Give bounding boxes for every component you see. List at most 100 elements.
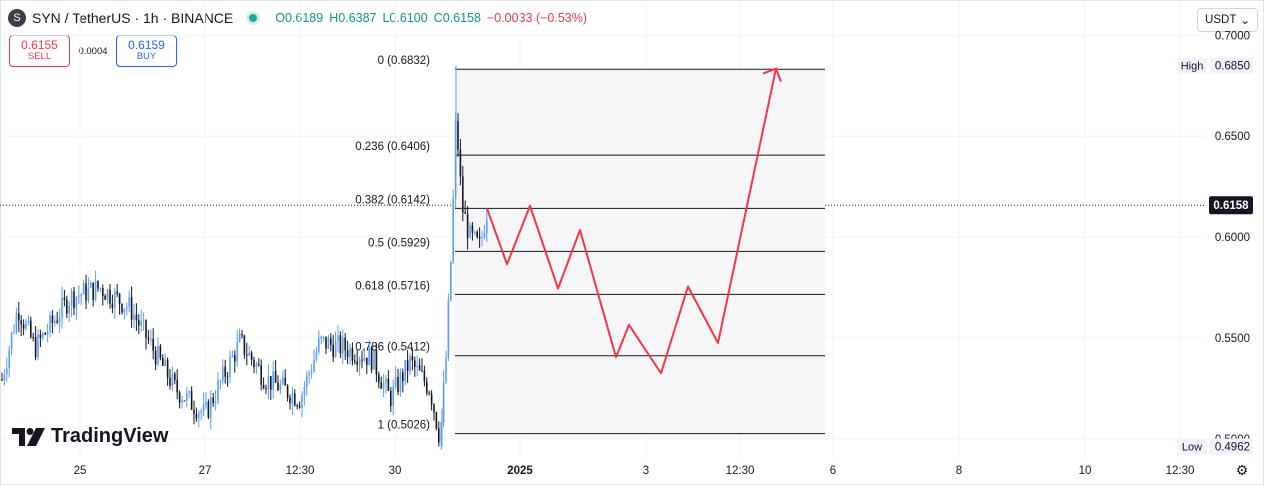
candle-body (370, 348, 373, 370)
candle-body (406, 359, 409, 372)
candle-body (224, 366, 226, 377)
candle-body (147, 337, 150, 340)
candle-body (226, 376, 229, 378)
candle-body (70, 291, 73, 306)
candle-body (368, 348, 370, 366)
candle-body (15, 313, 18, 333)
candle-body (442, 382, 445, 423)
candle-body (22, 324, 25, 329)
candle-body (301, 394, 303, 408)
candle-body (150, 338, 152, 340)
candle-body (464, 212, 466, 214)
projection-path[interactable] (486, 68, 777, 375)
time-tick-label: 6 (830, 465, 836, 477)
candle-body (279, 384, 282, 391)
candle-body (126, 306, 128, 309)
high-value-label: 0.6850 (1215, 61, 1250, 73)
candle-body (260, 365, 262, 385)
candle-body (106, 289, 109, 300)
symbol-header: S SYN / TetherUS · 1h · BINANCE O0.6189 … (8, 8, 587, 28)
candle-body (205, 401, 207, 405)
settings-gear-icon[interactable]: ⚙ (1235, 461, 1249, 478)
candle-body (164, 359, 166, 366)
candle-body (327, 338, 330, 349)
chevron-down-icon: ⌄ (1240, 15, 1250, 27)
candle-body (162, 357, 164, 366)
time-tick-label: 2025 (507, 465, 533, 477)
candle-body (63, 297, 66, 300)
candle-body (128, 297, 130, 307)
candles (1, 65, 488, 450)
candle-body (6, 368, 8, 375)
candle-body (34, 337, 37, 358)
time-tick-label: 12:30 (286, 465, 315, 477)
candle-body (10, 332, 13, 350)
market-open-icon (249, 14, 258, 22)
candle-body (421, 370, 423, 372)
time-axis[interactable]: 25 27 12:30 30 2025 3 12:30 6 8 10 12:30 (74, 465, 1195, 477)
tradingview-logo[interactable]: TradingView (12, 425, 168, 448)
candle-body (459, 149, 462, 177)
time-tick-label: 25 (74, 465, 87, 477)
ohlc-change: −0.0033 (−0.53%) (486, 11, 588, 25)
candle-body (325, 336, 327, 349)
price-tick-label: 0.7000 (1215, 30, 1250, 42)
fib-retracement[interactable]: 0 (0.6832) 0.236 (0.6406) 0.382 (0.6142) 0.… (355, 55, 825, 435)
candle-body (274, 371, 277, 383)
candle-body (56, 320, 58, 323)
candle-body (102, 288, 104, 296)
candle-body (183, 400, 186, 402)
candle-body (289, 397, 291, 404)
low-value-box (1209, 438, 1253, 455)
candle-body (380, 382, 382, 389)
candle-body (282, 377, 284, 385)
candle-body (25, 322, 27, 329)
candle-body (344, 337, 346, 351)
candle-body (169, 377, 171, 386)
candle-body (222, 366, 224, 381)
high-marker-label: High (1181, 61, 1204, 73)
candle-body (181, 400, 183, 403)
low-marker-box (1177, 438, 1207, 455)
candle-body (358, 359, 361, 365)
candle-body (193, 409, 195, 415)
candle-body (375, 350, 378, 375)
candle-body (272, 371, 274, 390)
candle-body (198, 412, 200, 419)
last-price-label: 0.6158 (1213, 200, 1249, 212)
candle-body (267, 376, 270, 389)
candle-body (186, 392, 188, 401)
candle-body (286, 385, 289, 398)
candle-body (411, 355, 414, 361)
symbol-icon[interactable]: S (8, 9, 26, 27)
candle-body (1, 379, 3, 381)
price-tick-label: 0.6500 (1215, 131, 1250, 143)
candle-body (219, 380, 222, 382)
candle-body (262, 384, 265, 389)
candle-body (298, 405, 301, 408)
candle-body (154, 350, 157, 365)
low-value-label: 0.4962 (1215, 441, 1250, 453)
candle-body (354, 360, 356, 362)
candle-body (145, 320, 147, 338)
candle-body (253, 359, 255, 367)
candle-body (258, 364, 260, 366)
sell-button[interactable]: 0.6155 SELL (9, 35, 70, 67)
candle-body (450, 261, 452, 300)
buy-button[interactable]: 0.6159 BUY (116, 35, 177, 67)
ohlc-low: L0.6100 (382, 11, 428, 25)
candle-body (414, 360, 416, 367)
candle-body (385, 378, 387, 383)
symbol-title[interactable]: SYN / TetherUS · 1h · BINANCE (32, 10, 234, 26)
ohlc-open: O0.6189 (275, 11, 324, 25)
candle-body (37, 334, 39, 358)
candle-body (430, 393, 433, 405)
currency-selector[interactable]: USDT ⌄ (1197, 8, 1258, 32)
candle-body (90, 282, 92, 288)
candle-body (452, 197, 454, 262)
candle-body (104, 295, 106, 300)
price-tick-label: 0.5500 (1215, 333, 1250, 345)
candle-body (94, 280, 97, 300)
